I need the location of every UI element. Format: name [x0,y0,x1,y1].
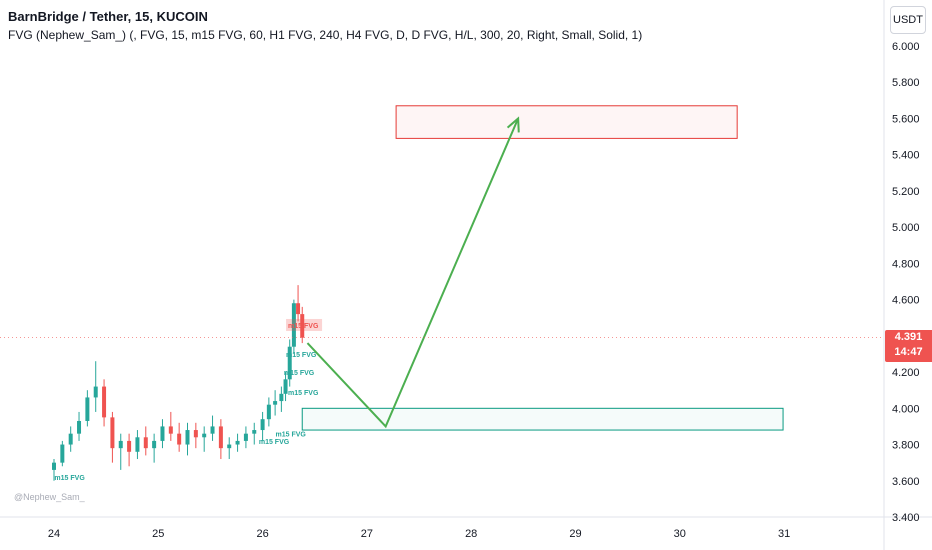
candle-body [127,440,132,452]
chart-legend: BarnBridge / Tether, 15, KUCOIN FVG (Nep… [8,8,642,44]
candle-body [283,379,288,394]
date-tick-label: 26 [256,528,268,540]
candle-body [102,386,107,418]
projection-path[interactable] [306,118,520,429]
date-tick-label: 27 [361,528,373,540]
candle-body [85,397,90,421]
candle-body [118,440,123,449]
candle-body [93,386,98,398]
price-tick-label: 5.000 [892,222,920,234]
candle-body [135,437,140,452]
candle-body [291,303,296,347]
candle-body [110,417,115,449]
price-tick-label: 4.600 [892,295,920,307]
fvg-label: m15 FVG [259,439,290,446]
candle-body [77,420,82,434]
price-tick-label: 3.600 [892,476,920,488]
candle-body [300,314,305,338]
fvg-label: m15 FVG [54,475,85,482]
symbol-title[interactable]: BarnBridge / Tether, 15, KUCOIN [8,9,208,24]
date-tick-label: 24 [48,528,60,540]
last-price-value: 4.391 [894,331,923,343]
fvg-label: m15 FVG [286,352,317,359]
indicator-label[interactable]: FVG (Nephew_Sam_) (, FVG, 15, m15 FVG, 6… [8,28,643,42]
price-tick-label: 3.800 [892,440,920,452]
candle-body [279,393,284,402]
bar-countdown: 14:47 [894,346,923,358]
date-tick-label: 29 [569,528,581,540]
candle-body [60,444,65,463]
candle-body [252,430,257,434]
candle-body [296,303,301,315]
last-price-tag: 4.391 14:47 [885,330,932,362]
price-tick-label: 4.800 [892,258,920,270]
candle-body [260,419,265,431]
candle-body [266,404,271,420]
price-tick-label: 4.000 [892,403,920,415]
candle-body [152,440,157,449]
demand-zone-box[interactable] [301,407,784,431]
target-zone-box[interactable] [395,105,738,139]
candle-body [273,401,278,405]
price-tick-label: 5.400 [892,150,920,162]
candle-body [210,426,215,434]
fvg-label: m15 FVG [276,432,307,439]
fvg-label: m15 FVG [288,323,319,330]
candle-body [218,426,223,449]
price-tick-label: 5.800 [892,77,920,89]
price-tick-label: 5.600 [892,113,920,125]
author-watermark: @Nephew_Sam_ [14,492,85,502]
currency-button[interactable]: USDT [890,6,926,34]
candle-body [235,440,240,445]
candle-body [243,433,248,441]
projection-arrowhead [506,116,520,133]
candle-body [177,433,182,445]
candle-body [52,462,56,470]
fvg-label: m15 FVG [288,390,319,397]
date-tick-label: 30 [674,528,686,540]
candle-body [185,430,190,445]
candle-body [287,346,292,380]
date-tick-label: 25 [152,528,164,540]
fvg-label-bg [286,318,323,331]
candle-body [143,437,148,449]
candle-body [68,433,73,445]
date-tick-label: 28 [465,528,477,540]
candle-body [202,433,207,438]
price-tick-label: 5.200 [892,186,920,198]
candle-body [160,426,165,441]
date-tick-label: 31 [778,528,790,540]
price-tick-label: 4.200 [892,367,920,379]
candle-body [168,426,173,434]
candle-body [227,444,232,449]
price-tick-label: 6.000 [892,41,920,53]
candle-body [193,430,198,438]
fvg-label: m15 FVG [284,370,315,377]
price-tick-label: 3.400 [892,512,920,524]
